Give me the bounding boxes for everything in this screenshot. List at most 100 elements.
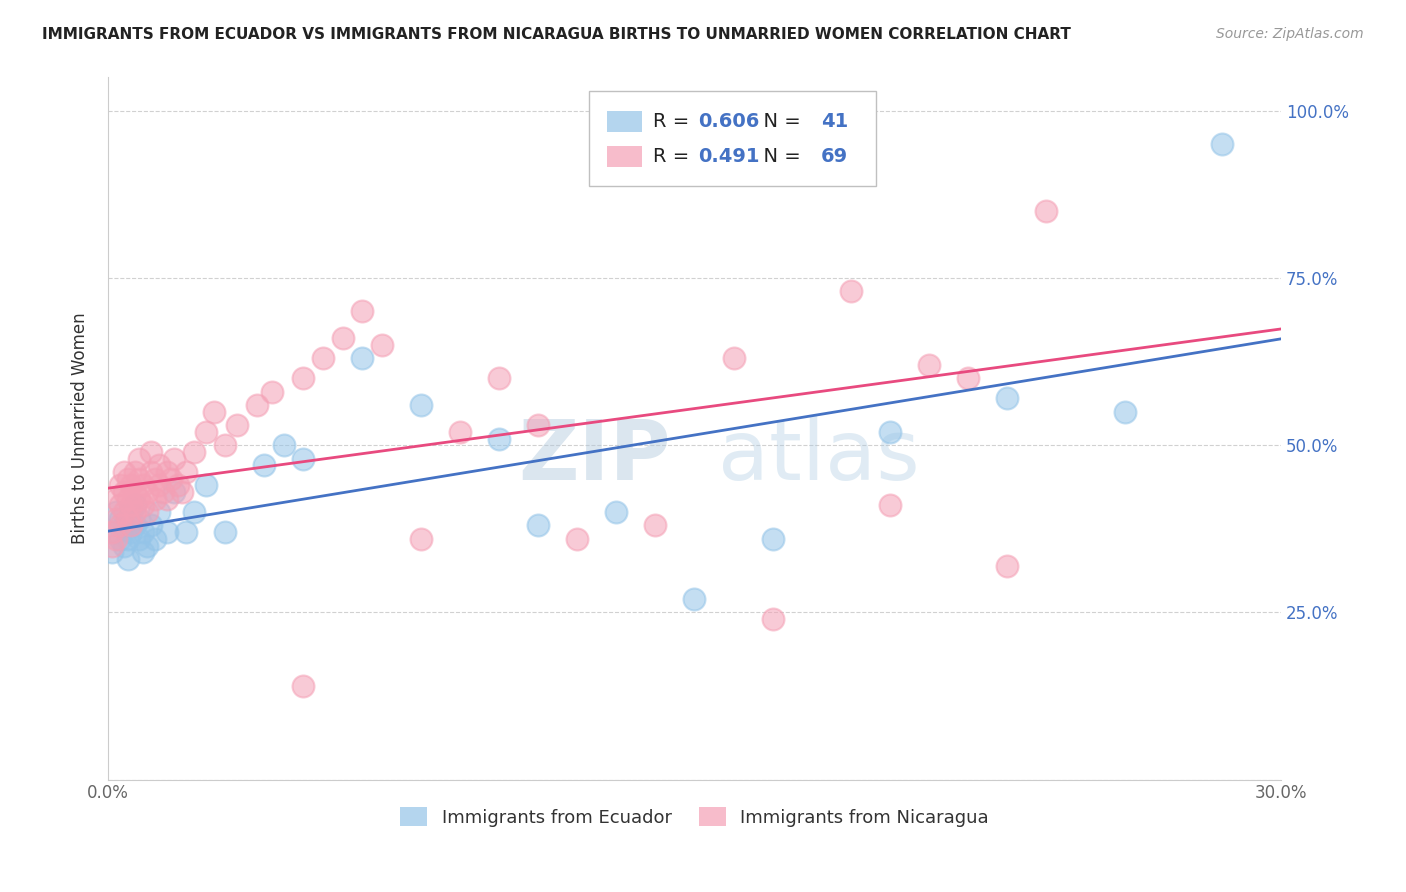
Point: [409, 532, 432, 546]
Point: [104, 512, 127, 526]
Point: [101, 525, 124, 540]
Text: atlas: atlas: [718, 416, 920, 497]
Point: [143, 472, 166, 486]
Point: [156, 465, 179, 479]
Point: [1035, 204, 1057, 219]
FancyBboxPatch shape: [606, 146, 641, 168]
Point: [117, 552, 139, 566]
Point: [352, 351, 374, 366]
Point: [156, 525, 179, 540]
Point: [108, 518, 131, 533]
Point: [101, 539, 124, 553]
Text: 69: 69: [821, 147, 848, 166]
Point: [918, 358, 941, 372]
Point: [957, 371, 980, 385]
Point: [120, 478, 142, 492]
FancyBboxPatch shape: [589, 92, 876, 186]
Text: ZIP: ZIP: [519, 416, 671, 497]
Point: [132, 525, 155, 540]
Point: [108, 532, 131, 546]
Point: [124, 505, 146, 519]
Point: [183, 505, 205, 519]
Text: 41: 41: [821, 112, 848, 131]
Point: [112, 465, 135, 479]
Point: [124, 499, 146, 513]
Point: [332, 331, 354, 345]
Point: [723, 351, 745, 366]
Point: [1114, 405, 1136, 419]
Point: [202, 405, 225, 419]
Point: [104, 491, 127, 506]
Point: [995, 392, 1018, 406]
Point: [159, 472, 181, 486]
Point: [104, 532, 127, 546]
Point: [117, 512, 139, 526]
Point: [117, 472, 139, 486]
Point: [148, 505, 170, 519]
FancyBboxPatch shape: [606, 112, 641, 132]
Point: [112, 539, 135, 553]
Point: [312, 351, 335, 366]
Point: [128, 491, 150, 506]
Point: [262, 384, 284, 399]
Point: [194, 478, 217, 492]
Point: [488, 371, 510, 385]
Point: [112, 505, 135, 519]
Point: [136, 485, 159, 500]
Point: [449, 425, 471, 439]
Point: [214, 525, 236, 540]
Point: [143, 532, 166, 546]
Point: [245, 398, 267, 412]
Text: Source: ZipAtlas.com: Source: ZipAtlas.com: [1216, 27, 1364, 41]
Point: [108, 478, 131, 492]
Point: [226, 418, 249, 433]
Point: [143, 491, 166, 506]
Point: [108, 499, 131, 513]
Point: [124, 485, 146, 500]
Point: [780, 137, 803, 152]
Text: R =: R =: [654, 112, 696, 131]
Point: [128, 532, 150, 546]
Legend: Immigrants from Ecuador, Immigrants from Nicaragua: Immigrants from Ecuador, Immigrants from…: [392, 800, 995, 834]
Point: [183, 445, 205, 459]
Point: [152, 485, 174, 500]
Point: [762, 532, 785, 546]
Point: [112, 485, 135, 500]
Point: [292, 371, 315, 385]
Point: [1211, 137, 1233, 152]
Point: [527, 418, 550, 433]
Point: [163, 485, 186, 500]
Point: [124, 518, 146, 533]
Point: [104, 505, 127, 519]
Y-axis label: Births to Unmarried Women: Births to Unmarried Women: [72, 313, 89, 544]
Point: [163, 451, 186, 466]
Point: [214, 438, 236, 452]
Point: [253, 458, 276, 473]
Point: [139, 518, 162, 533]
Point: [132, 499, 155, 513]
Point: [567, 532, 589, 546]
Point: [139, 445, 162, 459]
Text: N =: N =: [751, 112, 807, 131]
Point: [839, 285, 862, 299]
Point: [167, 478, 190, 492]
Point: [879, 499, 901, 513]
Point: [132, 545, 155, 559]
Point: [488, 432, 510, 446]
Point: [124, 465, 146, 479]
Point: [120, 518, 142, 533]
Point: [172, 485, 194, 500]
Text: N =: N =: [751, 147, 807, 166]
Point: [762, 612, 785, 626]
Point: [292, 679, 315, 693]
Point: [194, 425, 217, 439]
Point: [139, 465, 162, 479]
Point: [117, 532, 139, 546]
Point: [273, 438, 295, 452]
Point: [117, 491, 139, 506]
Point: [136, 539, 159, 553]
Point: [879, 425, 901, 439]
Point: [352, 304, 374, 318]
Point: [409, 398, 432, 412]
Point: [174, 465, 197, 479]
